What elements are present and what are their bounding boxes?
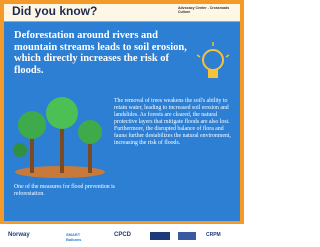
logo-crpm: CRPM <box>206 232 221 238</box>
body-text: The removal of trees weakens the soil's … <box>114 98 232 147</box>
logo-cpcd: CPCD <box>114 232 131 238</box>
headline: Deforestation around rivers and mountain… <box>14 30 189 76</box>
page: Did you know? Advocacy Center - Crossroa… <box>0 0 244 247</box>
logo-norway: Norway <box>8 232 30 238</box>
lightbulb <box>197 42 229 78</box>
note: One of the measures for flood prevention… <box>14 184 124 198</box>
logo-smart: SMART Balkans <box>66 232 96 242</box>
trees <box>13 97 105 178</box>
logo-icon <box>178 232 196 240</box>
logo-icon <box>150 232 170 240</box>
